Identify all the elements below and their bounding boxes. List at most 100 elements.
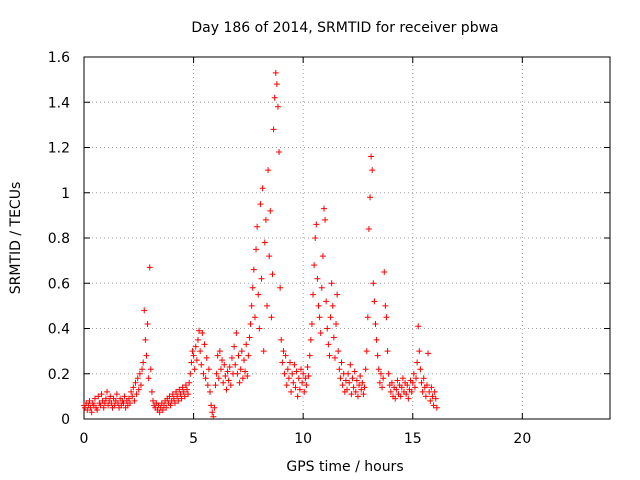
data-point <box>198 361 205 368</box>
data-point <box>232 361 239 368</box>
data-point <box>302 375 309 382</box>
data-point <box>140 359 147 366</box>
data-point <box>87 404 94 411</box>
data-point <box>324 325 331 332</box>
data-point <box>322 216 329 223</box>
data-point <box>420 375 427 382</box>
data-point <box>139 366 146 373</box>
data-point <box>287 359 294 366</box>
data-point <box>185 391 192 398</box>
axis-ticks: 0 5 10 15 20 0 0.2 0.4 0.6 0.8 1 1.2 1.4 1.6 <box>48 50 610 447</box>
data-point <box>410 370 417 377</box>
data-point <box>344 386 350 393</box>
data-point <box>316 314 323 321</box>
data-point <box>199 330 206 337</box>
data-point <box>384 348 391 355</box>
data-point <box>242 368 249 375</box>
data-point <box>255 291 262 298</box>
data-point <box>131 397 138 404</box>
data-point <box>268 314 275 321</box>
data-point <box>222 373 229 380</box>
plot-frame <box>83 56 611 420</box>
data-point <box>203 354 210 361</box>
data-point <box>175 397 182 404</box>
data-point <box>216 348 223 355</box>
data-point <box>191 366 198 373</box>
data-point <box>134 375 141 382</box>
data-point <box>282 352 289 359</box>
data-point <box>303 382 310 389</box>
data-point <box>374 352 381 359</box>
data-point <box>315 302 322 309</box>
data-point <box>388 379 395 386</box>
data-point <box>423 382 430 389</box>
data-point <box>270 126 277 133</box>
data-point <box>326 352 333 359</box>
data-point <box>305 373 312 380</box>
data-point <box>100 404 107 411</box>
data-point <box>372 320 379 327</box>
data-point <box>136 370 143 377</box>
data-point <box>254 223 261 230</box>
data-point <box>382 302 389 309</box>
y-tick-label: 0 <box>61 412 70 428</box>
data-point <box>192 343 199 350</box>
data-point <box>347 361 354 368</box>
data-point <box>180 388 187 395</box>
data-point <box>150 397 157 404</box>
data-point <box>307 336 314 343</box>
data-point <box>128 388 135 395</box>
data-point <box>238 348 245 355</box>
data-point <box>219 357 226 364</box>
data-point <box>247 320 254 327</box>
data-point <box>167 402 174 409</box>
data-point <box>377 370 384 377</box>
data-point <box>431 388 438 395</box>
data-point <box>213 370 220 377</box>
grid <box>84 57 610 419</box>
data-point <box>342 377 349 384</box>
data-point <box>235 352 242 359</box>
data-point <box>257 201 264 208</box>
data-point <box>336 366 343 373</box>
data-point <box>228 354 235 361</box>
data-point <box>174 393 181 400</box>
data-point <box>428 384 435 391</box>
data-point <box>114 400 121 407</box>
data-point <box>383 314 390 321</box>
data-point <box>251 314 258 321</box>
data-point <box>258 275 265 282</box>
data-point <box>125 395 132 402</box>
y-tick-label: 0.2 <box>48 367 70 383</box>
data-point <box>262 216 269 223</box>
x-tick-label: 10 <box>294 431 312 447</box>
data-point <box>272 69 279 76</box>
data-point <box>143 352 150 359</box>
data-point <box>427 397 434 404</box>
data-point <box>404 382 411 389</box>
data-point <box>416 348 423 355</box>
data-point <box>170 395 177 402</box>
data-point <box>173 388 180 395</box>
data-point <box>214 352 221 359</box>
data-point <box>246 334 253 341</box>
data-point <box>425 350 432 357</box>
data-point <box>209 409 216 416</box>
data-point <box>357 373 364 380</box>
data-point <box>325 341 332 348</box>
data-point <box>284 366 291 373</box>
data-point <box>376 379 383 386</box>
y-tick-label: 1.6 <box>48 50 70 66</box>
data-point <box>104 388 111 395</box>
data-point <box>159 406 166 413</box>
data-point <box>405 395 412 402</box>
x-tick-label: 15 <box>404 431 422 447</box>
data-point <box>432 395 439 402</box>
data-point <box>433 404 440 411</box>
data-point <box>169 391 176 398</box>
data-point <box>113 391 120 398</box>
data-point <box>226 363 233 370</box>
data-point <box>411 384 418 391</box>
data-point <box>413 375 420 382</box>
data-point <box>399 375 406 382</box>
